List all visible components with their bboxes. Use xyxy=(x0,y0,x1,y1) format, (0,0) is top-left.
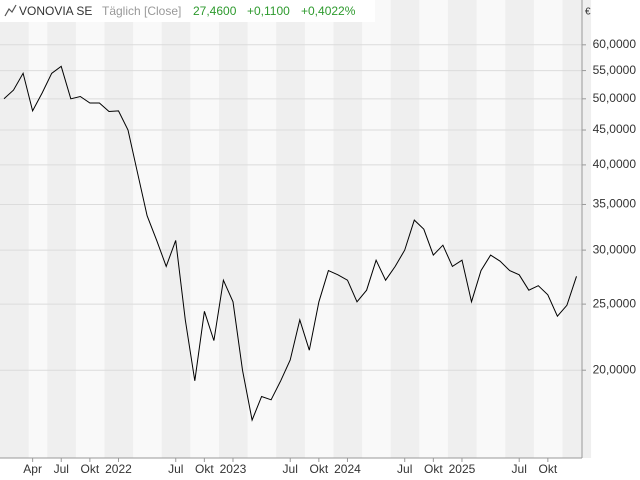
last-price: 27,4600 xyxy=(193,4,237,18)
band xyxy=(161,0,191,458)
x-tick-label: Jul xyxy=(54,462,69,476)
change: +0,1100 xyxy=(247,4,290,18)
band xyxy=(333,0,363,458)
background xyxy=(0,0,592,458)
y-tick-label: 30,0000 xyxy=(593,242,637,256)
y-tick-label: 25,0000 xyxy=(593,296,637,310)
y-tick-label: 20,0000 xyxy=(593,362,637,376)
y-tick-label: 45,0000 xyxy=(593,122,637,136)
band xyxy=(276,0,305,458)
currency: € xyxy=(585,7,591,18)
x-tick-label: Okt xyxy=(310,462,329,476)
y-tick-label: 40,0000 xyxy=(593,157,637,171)
x-tick-label: 2022 xyxy=(105,462,132,476)
x-tick-label: 2025 xyxy=(449,462,476,476)
y-tick-label: 50,0000 xyxy=(593,91,637,105)
x-tick-label: Okt xyxy=(195,462,214,476)
x-tick-label: Okt xyxy=(424,462,443,476)
y-tick-label: 55,0000 xyxy=(593,63,637,77)
x-tick-label: 2024 xyxy=(334,462,361,476)
y-tick-label: 60,0000 xyxy=(593,37,637,51)
price-line xyxy=(3,65,577,422)
subtitle: Täglich [Close] xyxy=(102,4,181,18)
x-tick-label: Jul xyxy=(168,462,183,476)
x-tick-label: Okt xyxy=(81,462,100,476)
y-tick-label: 35,0000 xyxy=(593,197,637,211)
line-icon xyxy=(4,4,17,17)
band xyxy=(505,0,534,458)
grid xyxy=(0,44,582,371)
x-tick-label: Apr xyxy=(23,462,42,476)
x-tick-label: Jul xyxy=(283,462,298,476)
band xyxy=(562,0,592,458)
x-tick-label: Jul xyxy=(512,462,527,476)
band xyxy=(218,0,248,458)
chart-title: VONOVIA SE xyxy=(19,4,92,18)
band xyxy=(47,0,76,458)
band xyxy=(104,0,134,458)
band xyxy=(390,0,420,458)
x-tick-label: Jul xyxy=(397,462,412,476)
header-bg xyxy=(0,0,375,22)
x-tick-label: Okt xyxy=(539,462,558,476)
band xyxy=(0,0,29,458)
band xyxy=(447,0,477,458)
x-tick-label: 2023 xyxy=(220,462,247,476)
change-pct: +0,4022% xyxy=(301,4,356,18)
